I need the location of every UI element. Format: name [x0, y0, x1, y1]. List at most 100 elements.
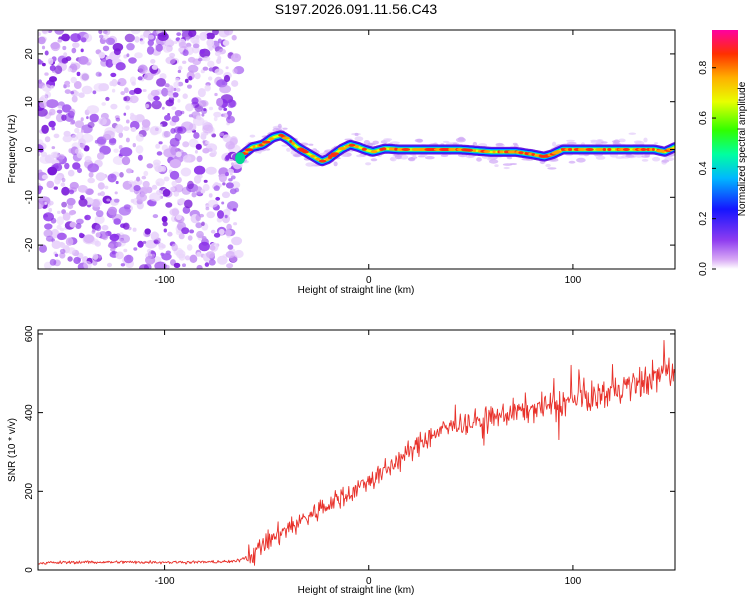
colorbar-tick-label: 0.4: [698, 161, 709, 175]
colorbar-tick-label: 0.0: [698, 262, 709, 276]
noise-speck: [72, 162, 81, 170]
track-hotspot: [595, 148, 604, 151]
noise-speck: [198, 241, 210, 252]
noise-speck: [154, 261, 167, 269]
track-halo: [654, 142, 659, 145]
noise-speck: [134, 36, 140, 43]
noise-speck: [182, 155, 192, 163]
track-hotspot: [282, 136, 290, 140]
noise-speck: [203, 108, 207, 112]
track-hotspot: [337, 147, 347, 150]
noise-speck: [102, 45, 110, 52]
noise-speck: [199, 100, 209, 107]
noise-speck: [196, 230, 204, 239]
noise-speck: [182, 93, 188, 99]
noise-speck: [228, 99, 237, 108]
track-halo: [264, 148, 271, 151]
noise-speck: [98, 117, 107, 126]
noise-speck: [57, 210, 61, 214]
noise-speck: [189, 254, 198, 263]
track-halo: [652, 156, 661, 162]
noise-speck: [115, 62, 126, 71]
noise-speck: [111, 88, 116, 93]
noise-speck: [141, 119, 151, 128]
noise-speck: [48, 120, 56, 128]
noise-speck: [111, 250, 116, 255]
colorbar-tick-label: 0.2: [698, 211, 709, 225]
track-halo: [394, 154, 402, 160]
track-hotspot: [244, 148, 254, 152]
noise-speck: [92, 253, 99, 260]
noise-speck: [120, 91, 125, 96]
noise-speck: [173, 40, 178, 44]
noise-speck: [146, 46, 155, 55]
noise-speck: [41, 174, 49, 180]
noise-speck: [38, 58, 42, 65]
noise-speck: [126, 168, 133, 174]
noise-speck: [205, 140, 210, 145]
noise-speck: [205, 206, 210, 211]
noise-speck: [54, 65, 63, 74]
noise-speck: [203, 56, 211, 62]
noise-speck: [214, 92, 218, 97]
noise-speck: [178, 253, 186, 261]
track-hotspot: [268, 137, 275, 141]
track-hotspot: [602, 148, 607, 151]
noise-speck: [227, 168, 234, 174]
noise-speck: [45, 235, 54, 242]
noise-speck: [41, 30, 49, 35]
noise-speck: [121, 156, 131, 166]
noise-speck: [61, 57, 69, 64]
noise-speck: [49, 76, 57, 83]
noise-speck: [107, 243, 115, 249]
noise-speck: [41, 124, 49, 134]
noise-speck: [225, 66, 229, 70]
noise-speck: [69, 181, 79, 190]
noise-speck: [114, 191, 118, 195]
noise-speck: [182, 60, 187, 64]
noise-speck: [169, 137, 180, 147]
noise-speck: [213, 151, 217, 155]
track-halo: [389, 157, 395, 161]
noise-speckle: [38, 30, 245, 269]
track-halo: [476, 157, 482, 162]
noise-speck: [225, 155, 230, 161]
noise-speck: [81, 133, 94, 143]
noise-speck: [150, 89, 160, 97]
noise-speck: [66, 84, 70, 88]
noise-speck: [48, 207, 53, 213]
noise-speck: [52, 69, 56, 73]
noise-speck: [202, 147, 210, 154]
noise-speck: [50, 41, 61, 52]
noise-speck: [169, 186, 176, 192]
noise-speck: [43, 261, 52, 269]
noise-speck: [71, 134, 78, 142]
track-hotspot: [661, 150, 665, 153]
snr-ylabel: SNR (10 * v/v): [7, 418, 18, 482]
noise-speck: [124, 95, 131, 102]
noise-speck: [176, 32, 182, 36]
noise-speck: [101, 232, 109, 241]
noise-speck: [229, 172, 233, 176]
noise-speck: [80, 48, 84, 53]
noise-speck: [69, 221, 77, 228]
noise-speck: [113, 148, 119, 153]
track-halo: [455, 137, 466, 143]
colorbar-ticks: 0.0 0.2 0.4 0.6 0.8: [698, 60, 716, 276]
noise-speck: [196, 252, 202, 257]
noise-speck: [48, 200, 54, 206]
noise-speck: [56, 216, 64, 226]
track-halo: [365, 162, 372, 166]
noise-speck: [78, 56, 89, 65]
noise-speck: [137, 154, 143, 161]
track-halo: [641, 159, 649, 162]
track-hotspot: [492, 150, 496, 154]
noise-speck: [78, 92, 85, 98]
x-tick-label: 0: [366, 576, 372, 587]
noise-speck: [135, 145, 144, 154]
noise-speck: [155, 178, 165, 187]
noise-speck: [124, 87, 129, 94]
noise-speck: [44, 72, 49, 76]
noise-speck: [182, 49, 189, 56]
